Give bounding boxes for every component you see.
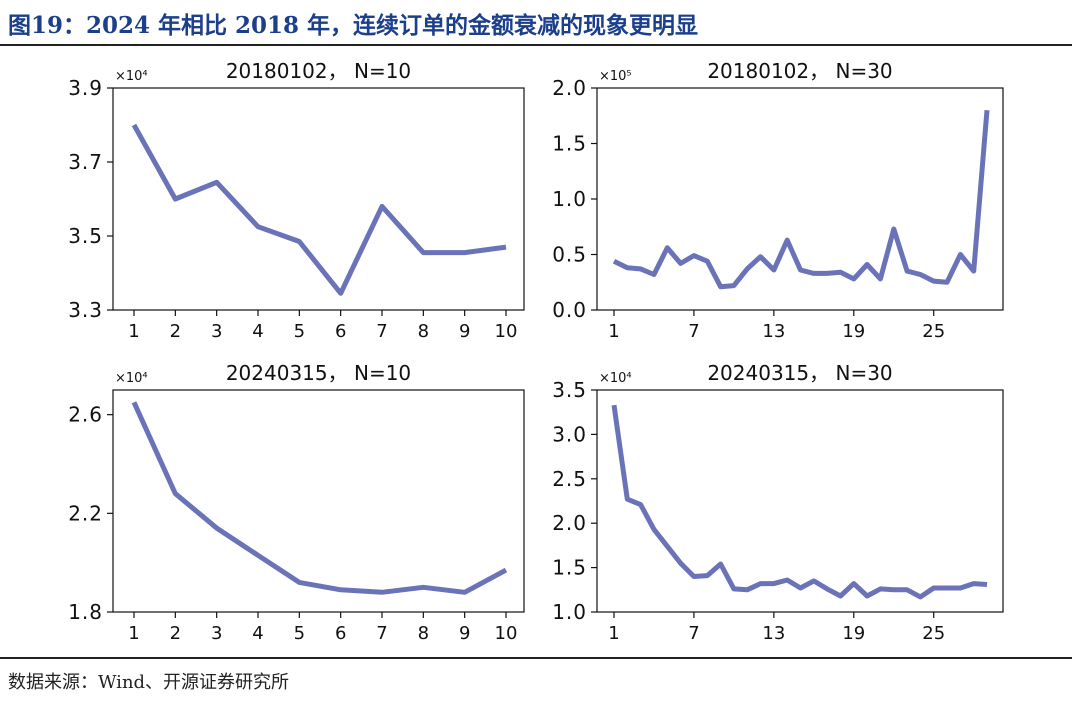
x-tick-label: 19 (842, 321, 865, 342)
y-tick-label: 3.7 (68, 150, 103, 174)
bottom-rule (0, 657, 1072, 659)
x-tick-label: 7 (688, 321, 699, 342)
x-tick-label: 8 (418, 321, 429, 342)
x-tick-label: 10 (495, 321, 518, 342)
x-tick-label: 7 (376, 623, 387, 644)
y-tick-label: 2.5 (552, 467, 587, 491)
y-tick-label: 1.0 (552, 600, 587, 624)
source-note: 数据来源：Wind、开源证券研究所 (8, 672, 290, 693)
y-tick-label: 1.0 (552, 187, 587, 211)
x-tick-label: 10 (495, 623, 518, 644)
y-tick-label: 0.0 (552, 298, 587, 322)
x-tick-label: 2 (170, 623, 181, 644)
y-tick-label: 0.5 (552, 243, 587, 267)
figure-title: 图19：2024 年相比 2018 年，连续订单的金额衰减的现象更明显 (8, 12, 699, 39)
x-tick-label: 1 (608, 321, 619, 342)
x-tick-label: 19 (842, 623, 865, 644)
chart-title-2: 20180102， N=30 (707, 59, 892, 83)
y-tick-label: 2.0 (552, 511, 587, 535)
x-tick-label: 4 (252, 623, 263, 644)
y-tick-label: 2.2 (68, 501, 103, 525)
plot-frame-1 (112, 87, 525, 311)
x-tick-label: 4 (252, 321, 263, 342)
y-multiplier-1: ×10⁴ (115, 69, 148, 84)
x-tick-label: 8 (418, 623, 429, 644)
plot-frame-3 (112, 389, 525, 613)
x-tick-label: 3 (211, 321, 222, 342)
plot-frame-2 (596, 87, 1004, 311)
y-multiplier-3: ×10⁴ (115, 371, 148, 386)
chart-title-1: 20180102， N=10 (226, 59, 411, 83)
y-tick-label: 2.0 (552, 76, 587, 100)
x-tick-label: 7 (376, 321, 387, 342)
y-multiplier-2: ×10⁵ (599, 69, 632, 84)
x-tick-label: 5 (294, 623, 305, 644)
x-tick-label: 1 (608, 623, 619, 644)
y-tick-label: 3.5 (68, 224, 103, 248)
series-line-4 (611, 404, 988, 600)
y-tick-label: 1.5 (552, 132, 587, 156)
x-tick-label: 6 (335, 321, 346, 342)
top-rule (0, 44, 1072, 46)
x-tick-label: 1 (128, 623, 139, 644)
x-tick-label: 13 (762, 321, 785, 342)
y-tick-label: 1.5 (552, 556, 587, 580)
series-line-1 (131, 123, 507, 296)
y-tick-label: 1.8 (68, 600, 103, 624)
x-tick-label: 9 (459, 623, 470, 644)
chart-title-4: 20240315， N=30 (707, 361, 892, 385)
y-multiplier-4: ×10⁴ (599, 371, 632, 386)
y-tick-label: 3.3 (68, 298, 103, 322)
x-tick-label: 5 (294, 321, 305, 342)
x-tick-label: 1 (128, 321, 139, 342)
chart-title-3: 20240315， N=10 (226, 361, 411, 385)
x-tick-label: 3 (211, 623, 222, 644)
x-tick-label: 13 (762, 623, 785, 644)
x-tick-label: 25 (922, 321, 945, 342)
x-tick-label: 6 (335, 623, 346, 644)
y-tick-label: 2.6 (68, 403, 103, 427)
plot-frame-4 (596, 389, 1004, 613)
y-tick-label: 3.5 (552, 378, 587, 402)
series-line-3 (131, 401, 508, 595)
x-tick-label: 7 (688, 623, 699, 644)
y-tick-label: 3.9 (68, 76, 103, 100)
x-tick-label: 9 (459, 321, 470, 342)
x-tick-label: 25 (922, 623, 945, 644)
x-tick-label: 2 (170, 321, 181, 342)
y-tick-label: 3.0 (552, 422, 587, 446)
series-line-2 (612, 109, 990, 290)
